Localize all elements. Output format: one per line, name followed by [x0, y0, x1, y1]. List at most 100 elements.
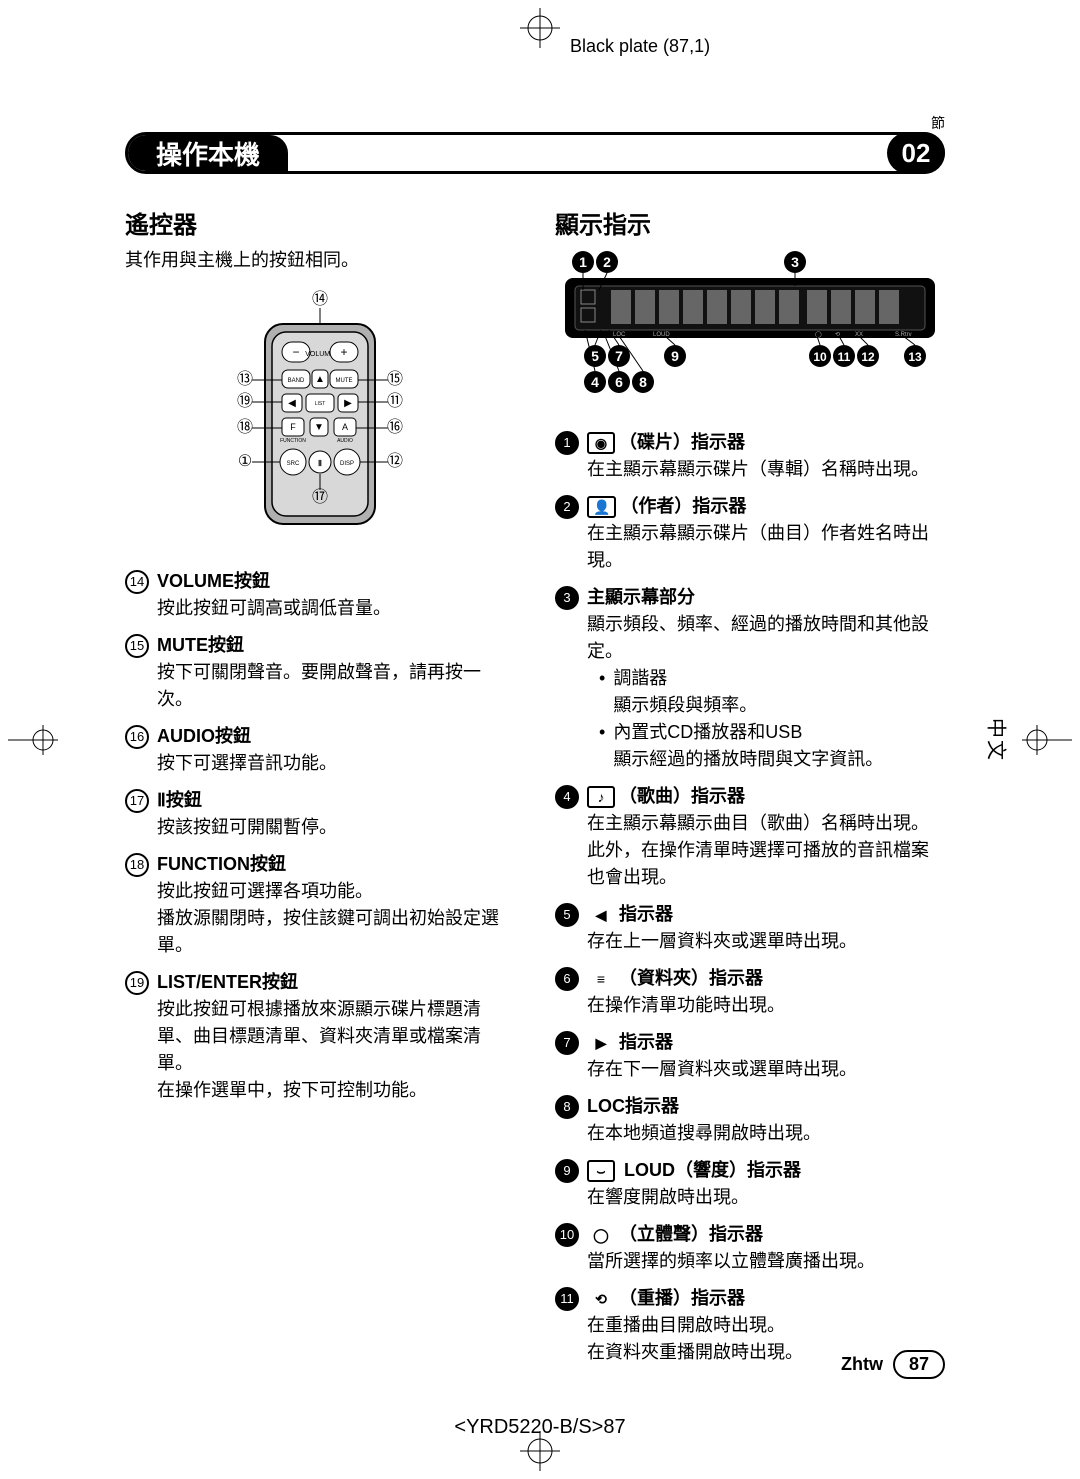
item-marker: 19: [125, 971, 149, 995]
side-language: 中文: [984, 718, 1013, 762]
item-label: ▶指示器: [587, 1029, 857, 1056]
item-marker: 18: [125, 853, 149, 877]
item-desc: 存在上一層資料夾或選單時出現。: [587, 928, 857, 955]
svg-text:XX: XX: [855, 332, 863, 338]
indicator-icon: ▶: [587, 1032, 615, 1054]
item-body: LIST/ENTER按鈕按此按鈕可根據播放來源顯示碟片標題清單、曲目標題清單、資…: [157, 969, 515, 1104]
item-marker: 15: [125, 634, 149, 658]
svg-text:LOUD: LOUD: [653, 332, 670, 338]
svg-text:SRC: SRC: [287, 461, 300, 467]
chapter-tag: 節: [931, 113, 945, 133]
item-label-text: （資料夾）指示器: [619, 968, 763, 988]
list-item: 4♪（歌曲）指示器在主顯示幕顯示曲目（歌曲）名稱時出現。此外，在操作清單時選擇可…: [555, 783, 945, 891]
cropmark-right: [1022, 725, 1072, 755]
list-item: 17Ⅱ按鈕按該按鈕可開關暫停。: [125, 787, 515, 841]
item-marker: 9: [555, 1159, 579, 1183]
item-label: Ⅱ按鈕: [157, 787, 337, 814]
left-column: 遙控器 其作用與主機上的按鈕相同。 − VOLUME + BAND ▲ MUTE…: [125, 205, 515, 1379]
list-item: 5◀指示器存在上一層資料夾或選單時出現。: [555, 901, 945, 955]
item-desc: 按此按鈕可選擇各項功能。 播放源關閉時，按住該鍵可調出初始設定選單。: [157, 878, 515, 959]
item-label: LOC指示器: [587, 1093, 821, 1120]
item-body: VOLUME按鈕按此按鈕可調高或調低音量。: [157, 568, 391, 622]
list-item: 19 LIST/ENTER按鈕按此按鈕可根據播放來源顯示碟片標題清單、曲目標題清單…: [125, 969, 515, 1104]
svg-text:⑯: ⑯: [387, 418, 403, 436]
list-item: 15MUTE按鈕按下可關閉聲音。要開啟聲音，請再按一次。: [125, 632, 515, 713]
sub-desc: 顯示經過的播放時間與文字資訊。: [613, 746, 883, 773]
item-label: VOLUME按鈕: [157, 568, 391, 595]
indicator-icon: ⌣: [587, 1160, 615, 1182]
item-marker: 8: [555, 1095, 579, 1119]
item-body: LOC指示器在本地頻道搜尋開啟時出現。: [587, 1093, 821, 1147]
item-desc: 在操作清單功能時出現。: [587, 992, 785, 1019]
list-item: 7 ▶指示器存在下一層資料夾或選單時出現。: [555, 1029, 945, 1083]
item-label-text: LOC指示器: [587, 1096, 679, 1116]
item-marker: 7: [555, 1031, 579, 1055]
svg-text:4: 4: [591, 374, 599, 390]
svg-text:①: ①: [238, 453, 252, 470]
page-title: 操作本機: [128, 135, 288, 171]
cropmark-top: [520, 8, 560, 48]
item-label: 主顯示幕部分: [587, 584, 945, 611]
indicator-icon: ≡: [587, 968, 615, 990]
remote-heading: 遙控器: [125, 205, 515, 240]
item-desc: 當所選擇的頻率以立體聲廣播出現。: [587, 1248, 875, 1275]
item-desc: 存在下一層資料夾或選單時出現。: [587, 1056, 857, 1083]
item-body: ♪（歌曲）指示器在主顯示幕顯示曲目（歌曲）名稱時出現。此外，在操作清單時選擇可播…: [587, 783, 945, 891]
svg-text:⑰: ⑰: [312, 488, 328, 506]
item-body: Ⅱ按鈕按該按鈕可開關暫停。: [157, 787, 337, 841]
item-desc: 在主顯示幕顯示碟片（曲目）作者姓名時出現。: [587, 520, 945, 574]
item-body: ≡（資料夾）指示器在操作清單功能時出現。: [587, 965, 785, 1019]
svg-text:2: 2: [603, 254, 611, 270]
list-item: 14VOLUME按鈕按此按鈕可調高或調低音量。: [125, 568, 515, 622]
item-marker: 2: [555, 495, 579, 519]
svg-text:LIST: LIST: [315, 401, 326, 407]
item-desc: 在主顯示幕顯示碟片（專輯）名稱時出現。: [587, 456, 929, 483]
item-label-text: （重播）指示器: [619, 1288, 745, 1308]
item-body: ◯（立體聲）指示器當所選擇的頻率以立體聲廣播出現。: [587, 1221, 875, 1275]
item-desc: 按下可選擇音訊功能。: [157, 750, 337, 777]
svg-text:A: A: [342, 422, 348, 432]
svg-text:BAND: BAND: [288, 378, 305, 384]
right-column: 顯示指示 LOCLOUD: [555, 205, 945, 1379]
item-label: ♪（歌曲）指示器: [587, 783, 945, 810]
item-desc: 在主顯示幕顯示曲目（歌曲）名稱時出現。此外，在操作清單時選擇可播放的音訊檔案也會…: [587, 810, 945, 891]
item-label-text: 主顯示幕部分: [587, 587, 695, 607]
item-desc: 在響度開啟時出現。: [587, 1184, 801, 1211]
black-plate-label: Black plate (87,1): [570, 36, 710, 57]
svg-text:⑫: ⑫: [387, 452, 403, 470]
item-body: ▶指示器存在下一層資料夾或選單時出現。: [587, 1029, 857, 1083]
item-label: ≡（資料夾）指示器: [587, 965, 785, 992]
footer: Zhtw 87: [125, 1350, 945, 1379]
svg-text:−: −: [292, 345, 299, 359]
item-marker: 3: [555, 586, 579, 610]
item-marker: 10: [555, 1223, 579, 1247]
sub-desc: 顯示頻段與頻率。: [613, 692, 757, 719]
item-body: ⌣ LOUD（響度）指示器在響度開啟時出現。: [587, 1157, 801, 1211]
item-body: FUNCTION按鈕按此按鈕可選擇各項功能。 播放源關閉時，按住該鍵可調出初始設…: [157, 851, 515, 959]
svg-text:◀: ◀: [288, 398, 296, 409]
svg-text:Ⅱ: Ⅱ: [318, 459, 322, 468]
item-label: MUTE按鈕: [157, 632, 515, 659]
indicator-icon: ◯: [587, 1224, 615, 1246]
item-marker: 5: [555, 903, 579, 927]
svg-text:⑲: ⑲: [237, 392, 253, 410]
right-items: 1◉（碟片）指示器在主顯示幕顯示碟片（專輯）名稱時出現。 2👤（作者）指示器在主顯…: [555, 429, 945, 1366]
svg-text:⑮: ⑮: [387, 370, 403, 388]
remote-figure: − VOLUME + BAND ▲ MUTE ◀ LIST ▶ F ▼ A FU…: [125, 284, 515, 544]
svg-text:3: 3: [791, 254, 799, 270]
list-item: 2👤（作者）指示器在主顯示幕顯示碟片（曲目）作者姓名時出現。: [555, 493, 945, 574]
title-bar: 操作本機 02: [125, 132, 945, 174]
list-item: 1◉（碟片）指示器在主顯示幕顯示碟片（專輯）名稱時出現。: [555, 429, 945, 483]
display-heading: 顯示指示: [555, 205, 945, 240]
list-item: 3主顯示幕部分顯示頻段、頻率、經過的播放時間和其他設定。調諧器顯示頻段與頻率。內…: [555, 584, 945, 773]
svg-text:F: F: [290, 422, 296, 432]
list-item: 18 FUNCTION按鈕按此按鈕可選擇各項功能。 播放源關閉時，按住該鍵可調出初…: [125, 851, 515, 959]
item-body: AUDIO按鈕按下可選擇音訊功能。: [157, 723, 337, 777]
svg-text:11: 11: [838, 350, 851, 364]
svg-text:13: 13: [908, 350, 922, 364]
svg-text:FUNCTION: FUNCTION: [280, 438, 306, 444]
indicator-icon: ⟲: [587, 1288, 615, 1310]
item-label-text: （立體聲）指示器: [619, 1224, 763, 1244]
svg-text:7: 7: [615, 348, 623, 364]
footer-page: 87: [893, 1350, 945, 1379]
